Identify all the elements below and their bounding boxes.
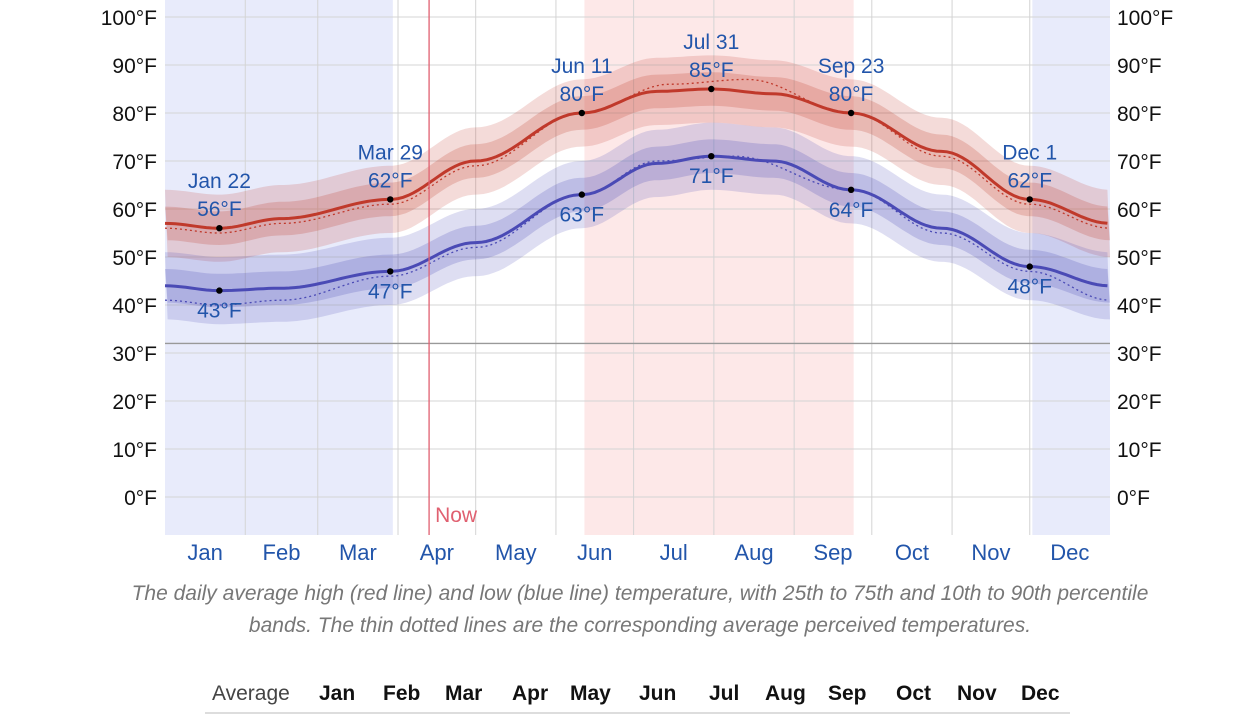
- annotation-point: [1026, 196, 1033, 203]
- table-header-month: May: [570, 682, 611, 705]
- annotation-point: [708, 85, 715, 93]
- y-tick-label-left: 30°F: [112, 343, 157, 366]
- y-tick-label-right: 0°F: [1117, 487, 1150, 510]
- table-header-average: Average: [212, 682, 290, 705]
- month-axis-label: Sep: [813, 540, 852, 565]
- percentile-band-25-75: [165, 72, 1110, 245]
- monthly-table-header: Average Jan Feb Mar Apr May Jun Jul Aug …: [205, 676, 1070, 714]
- average-temperature-line: [164, 154, 1108, 293]
- annotation-value: 80°F: [829, 83, 874, 106]
- y-tick-label-right: 30°F: [1117, 343, 1162, 366]
- chart-caption: The daily average high (red line) and lo…: [131, 582, 1149, 637]
- annotation-point: [847, 109, 855, 117]
- table-header-month: Sep: [828, 682, 867, 705]
- month-axis-label: May: [495, 540, 537, 565]
- perceived-temperature-line: [164, 78, 1108, 234]
- percentile-band-25-75: [165, 139, 1110, 308]
- table-header-month: Jun: [639, 682, 677, 705]
- annotation-value: 47°F: [368, 280, 413, 303]
- table-header-month: Apr: [512, 682, 549, 705]
- annotation-point: [1026, 263, 1033, 270]
- average-temperature-line: [164, 87, 1108, 230]
- annotation-date: Dec 1: [1002, 141, 1057, 164]
- y-tick-label-right: 60°F: [1117, 199, 1162, 222]
- annotation-point: [578, 191, 586, 198]
- percentile-band-10-90: [165, 55, 1110, 262]
- now-label: Now: [435, 504, 478, 527]
- y-tick-label-left: 50°F: [112, 247, 157, 270]
- temperature-chart: 0°F 0°F 10°F 10°F 20°F 20°F 30°F 30°F 40°F 40°F 50…: [101, 0, 1173, 565]
- annotation-date: Mar 29: [358, 141, 423, 164]
- month-axis-label: Mar: [339, 540, 377, 565]
- y-tick-label-right: 50°F: [1117, 247, 1162, 270]
- y-tick-label-left: 80°F: [112, 103, 157, 126]
- annotation-value: 80°F: [560, 83, 605, 106]
- annotation-value: 62°F: [368, 169, 413, 192]
- annotation-date: Sep 23: [818, 55, 885, 78]
- table-header-month: Jul: [709, 682, 740, 705]
- annotation-value: 56°F: [197, 198, 242, 221]
- y-tick-label-left: 40°F: [112, 295, 157, 318]
- y-tick-label-right: 20°F: [1117, 391, 1162, 414]
- annotation-point: [847, 186, 855, 193]
- annotation-value: 63°F: [560, 204, 605, 227]
- table-header-month: Aug: [765, 682, 806, 705]
- month-axis-label: Feb: [263, 540, 301, 565]
- y-tick-label-right: 90°F: [1117, 55, 1162, 78]
- annotation-date: Jun 11: [551, 55, 613, 78]
- month-axis-label: Jun: [577, 540, 612, 565]
- annotation-point: [216, 287, 223, 294]
- y-tick-label-left: 20°F: [112, 391, 157, 414]
- annotation-value: 64°F: [829, 199, 874, 222]
- month-axis-label: Jan: [187, 540, 222, 565]
- annotation-point: [708, 153, 715, 160]
- month-axis-label: Aug: [734, 540, 773, 565]
- month-axis-label: Dec: [1050, 540, 1089, 565]
- perceived-temperature-line: [164, 155, 1108, 306]
- y-tick-label-right: 70°F: [1117, 151, 1162, 174]
- annotation-value: 85°F: [689, 59, 734, 82]
- annotation-value: 62°F: [1007, 169, 1052, 192]
- annotation-value: 48°F: [1007, 276, 1052, 299]
- annotation-point: [387, 268, 394, 275]
- annotation-point: [578, 109, 586, 117]
- y-tick-label-left: 90°F: [112, 55, 157, 78]
- annotation-value: 71°F: [689, 165, 734, 188]
- y-tick-label-left: 70°F: [112, 151, 157, 174]
- annotation-date: Jan 22: [188, 170, 251, 193]
- month-axis-label: Nov: [971, 540, 1010, 565]
- table-header-month: Nov: [957, 682, 997, 705]
- y-tick-label-left: 100°F: [101, 7, 157, 30]
- table-header-month: Jan: [319, 682, 356, 705]
- percentile-band-10-90: [165, 122, 1110, 325]
- table-header-month: Feb: [383, 682, 421, 705]
- y-tick-label-right: 80°F: [1117, 103, 1162, 126]
- y-tick-label-left: 0°F: [124, 487, 157, 510]
- table-header-month: Mar: [445, 682, 483, 705]
- y-tick-label-left: 10°F: [112, 439, 157, 462]
- annotation-point: [216, 225, 223, 232]
- y-tick-label-right: 10°F: [1117, 439, 1162, 462]
- cold-season-band: [165, 0, 393, 535]
- annotation-point: [387, 196, 394, 203]
- y-tick-label-right: 100°F: [1117, 7, 1173, 30]
- y-tick-label-right: 40°F: [1117, 295, 1162, 318]
- y-tick-label-left: 60°F: [112, 199, 157, 222]
- table-header-month: Dec: [1021, 682, 1060, 705]
- annotation-date: Jul 31: [683, 31, 739, 54]
- annotation-value: 43°F: [197, 300, 242, 323]
- table-header-month: Oct: [896, 682, 932, 705]
- month-axis-label: Oct: [895, 540, 929, 565]
- month-axis-label: Apr: [420, 540, 454, 565]
- month-axis-label: Jul: [660, 540, 688, 565]
